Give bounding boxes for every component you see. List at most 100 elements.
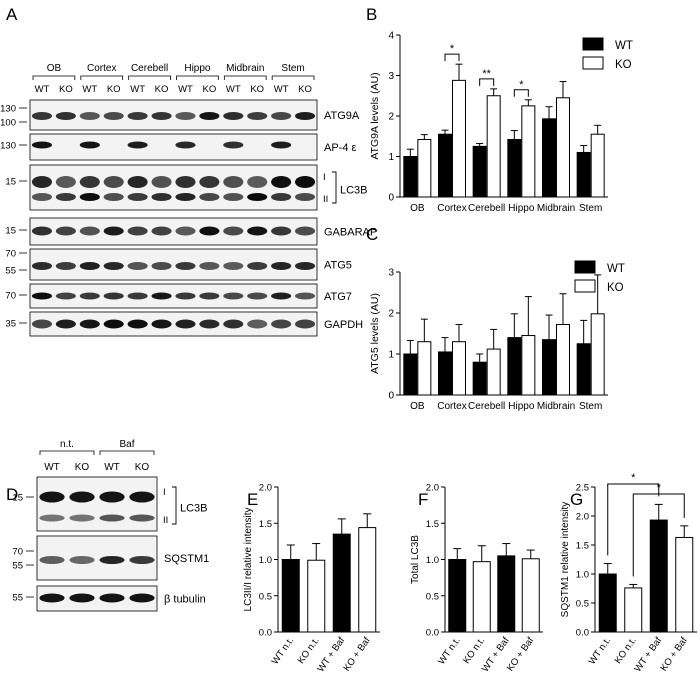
significance-marker: ** [482, 68, 491, 80]
band [55, 176, 76, 188]
band [31, 226, 53, 236]
lane-label: WT [82, 84, 97, 95]
band [79, 141, 100, 149]
x-tick-label: Cerebell [468, 401, 505, 412]
x-tick-label: KO n.t. [613, 635, 639, 666]
y-tick-label: 2.0 [576, 512, 589, 523]
x-tick-label: WT n.t. [436, 635, 462, 666]
y-tick-label: 2 [388, 112, 394, 123]
y-axis-label: Total LC3B [410, 535, 421, 584]
mw-marker: 55 [5, 266, 16, 277]
lane-label: KO [155, 84, 169, 95]
panel-letter-e: E [247, 490, 258, 509]
protein-label: ATG7 [324, 291, 352, 303]
y-tick-label: 0.5 [259, 591, 272, 602]
mw-marker: 35 [5, 319, 16, 330]
band [271, 262, 292, 270]
band [294, 226, 316, 236]
chart-c: 0 1 2 3 ATG5 levels (AU) OB Cortex Cerebell Hipp… [369, 260, 625, 412]
band [79, 292, 100, 300]
region-label: Stem [281, 63, 304, 74]
mw-marker: 70 [12, 547, 23, 558]
lane-label: WT [104, 462, 120, 473]
y-tick-label: 1.5 [259, 519, 272, 530]
band [271, 176, 292, 188]
band [199, 319, 220, 329]
blot-strip [29, 99, 318, 131]
legend-swatch [574, 260, 596, 274]
band [69, 593, 95, 603]
x-tick-label: Stem [579, 203, 602, 214]
bar [598, 573, 617, 633]
legend-swatch [582, 56, 604, 70]
y-axis-label: ATG5 levels (AU) [369, 293, 381, 374]
band [223, 226, 244, 236]
y-tick-label: 1.0 [576, 570, 589, 581]
y-tick-label: 2.0 [426, 483, 439, 494]
treatment-label: Baf [119, 439, 134, 450]
panel-letter-f: F [418, 490, 428, 509]
band [31, 112, 53, 120]
treatment-bracket [39, 450, 95, 455]
bar [417, 341, 432, 396]
blot-strip [29, 311, 318, 337]
band [199, 292, 220, 300]
band [199, 112, 220, 120]
panel-letter-b: B [366, 5, 377, 24]
band [151, 226, 172, 236]
bar [281, 559, 300, 633]
blot-strip [29, 217, 318, 246]
bar [448, 559, 467, 633]
band [247, 226, 268, 236]
band-label: I [163, 487, 166, 498]
band [151, 292, 172, 300]
bar [521, 558, 540, 633]
band [175, 292, 196, 300]
lane-label: WT [44, 462, 60, 473]
band [99, 556, 125, 564]
mw-marker: 130 [0, 104, 16, 115]
blot-strip [29, 133, 318, 161]
band [127, 193, 148, 201]
band [79, 176, 100, 188]
bar [556, 323, 570, 396]
lane-label: KO [107, 84, 121, 95]
bar [332, 533, 351, 633]
band [199, 226, 220, 236]
bar [521, 105, 536, 198]
band-label: I [323, 172, 326, 183]
band [247, 176, 268, 188]
mw-marker: 70 [5, 291, 16, 302]
band [223, 176, 244, 188]
legend-swatch [582, 37, 604, 51]
y-tick-label: 2.0 [259, 483, 272, 494]
bar [472, 561, 491, 633]
bar [624, 587, 643, 633]
band [55, 112, 76, 120]
protein-label: GAPDH [324, 319, 363, 331]
band [39, 593, 65, 603]
band [294, 176, 316, 188]
region-label: Hippo [184, 63, 211, 74]
mw-marker: 130 [0, 141, 16, 152]
band-bracket [332, 171, 337, 204]
chart-e: 0.0 0.5 1.0 1.5 2.0 LC3II/I relative intensit… [243, 483, 380, 674]
lane-label: KO [135, 462, 150, 473]
region-bracket [80, 75, 124, 80]
mw-marker: 70 [5, 249, 16, 260]
y-tick-label: 3 [388, 71, 394, 82]
y-tick-label: 1.0 [259, 555, 272, 566]
bar [358, 527, 377, 633]
band [39, 491, 65, 503]
panel-letter-d: D [6, 485, 18, 504]
band [129, 556, 155, 564]
band [247, 193, 268, 201]
lane-label: WT [274, 84, 289, 95]
x-tick-label: KO n.t. [296, 635, 322, 666]
treatment-bracket [99, 450, 155, 455]
lane-label: KO [75, 462, 90, 473]
band [69, 491, 95, 503]
band [175, 193, 196, 201]
band [151, 319, 172, 329]
